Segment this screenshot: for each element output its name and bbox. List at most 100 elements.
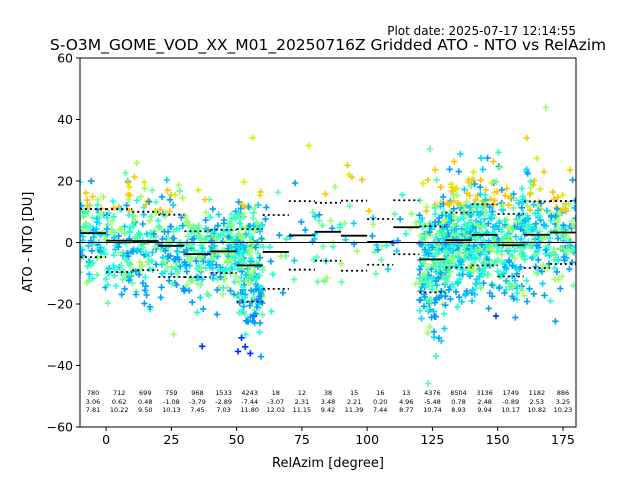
scatter-point: [430, 334, 438, 341]
scatter-point: [258, 235, 265, 242]
scatter-point: [228, 243, 235, 250]
scatter-point: [82, 211, 89, 219]
scatter-point: [338, 278, 345, 286]
scatter-point: [458, 225, 465, 232]
scatter-point: [523, 298, 531, 305]
scatter-point: [84, 263, 91, 270]
scatter-point: [559, 232, 566, 239]
scatter-point: [146, 303, 154, 310]
x-tick-label: 75: [294, 432, 310, 447]
scatter-point: [455, 200, 462, 207]
scatter-point: [125, 253, 132, 260]
scatter-point: [531, 177, 538, 184]
scatter-point: [201, 252, 208, 259]
scatter-point: [236, 292, 243, 299]
scatter-point: [246, 273, 253, 281]
scatter-point: [105, 269, 113, 277]
scatter-point: [239, 248, 246, 255]
bin-mean-label: 4.96: [399, 398, 413, 406]
scatter-point: [247, 313, 254, 321]
x-tick-label: 50: [229, 432, 245, 447]
scatter-point: [365, 207, 373, 215]
scatter-point: [489, 223, 497, 231]
scatter-point: [234, 348, 242, 355]
scatter-point: [551, 264, 558, 272]
scatter-point: [155, 223, 162, 230]
scatter-point: [488, 247, 495, 254]
bin-count-label: 1182: [529, 389, 546, 397]
scatter-point: [554, 235, 562, 242]
scatter-point: [267, 258, 274, 265]
bin-count-label: 4376: [424, 389, 441, 397]
scatter-point: [251, 311, 258, 318]
scatter-point: [120, 238, 127, 245]
scatter-point: [93, 254, 101, 262]
scatter-point: [125, 277, 133, 284]
scatter-point: [428, 276, 435, 283]
bin-count-label: 1749: [502, 389, 519, 397]
scatter-point: [174, 270, 181, 277]
scatter-point: [434, 250, 441, 257]
scatter-point: [513, 219, 520, 226]
scatter-point: [509, 293, 516, 300]
scatter-point: [416, 197, 424, 204]
scatter-point: [471, 180, 478, 188]
x-tick-label: 150: [486, 432, 510, 447]
scatter-point: [552, 212, 559, 220]
scatter-point: [209, 264, 216, 272]
scatter-point: [566, 166, 574, 174]
scatter-point: [438, 337, 445, 345]
scatter-point: [524, 203, 531, 210]
scatter-point: [524, 170, 531, 177]
scatter-point: [535, 269, 542, 277]
scatter-point: [425, 263, 432, 270]
scatter-point: [431, 299, 439, 306]
bin-mean-label: 2.53: [530, 398, 544, 406]
scatter-point: [495, 163, 502, 170]
bin-count-label: 18: [272, 389, 280, 397]
scatter-point: [199, 276, 206, 283]
scatter-point: [291, 276, 298, 283]
scatter-point: [189, 224, 197, 231]
x-tick-label: 125: [420, 432, 444, 447]
scatter-point: [207, 214, 214, 221]
scatter-point: [476, 265, 483, 273]
scatter-point: [138, 262, 146, 269]
scatter-point: [451, 158, 458, 165]
scatter-point: [263, 204, 270, 211]
scatter-point: [211, 230, 218, 237]
scatter-point: [417, 232, 424, 240]
scatter-point: [488, 215, 495, 222]
x-axis-label: RelAzim [degree]: [272, 456, 384, 471]
scatter-point: [179, 222, 186, 229]
scatter-point: [329, 225, 336, 232]
scatter-point: [150, 230, 158, 238]
scatter-point: [239, 201, 246, 208]
scatter-point: [250, 294, 257, 301]
scatter-point: [215, 211, 222, 218]
scatter-point: [166, 208, 173, 215]
scatter-point: [431, 204, 439, 211]
scatter-point: [432, 218, 439, 226]
scatter-point: [465, 226, 472, 234]
scatter-point: [496, 164, 504, 171]
scatter-point: [141, 185, 148, 192]
scatter-point: [170, 331, 177, 338]
scatter-point: [384, 266, 392, 273]
scatter-point: [558, 245, 565, 252]
scatter-point: [505, 201, 512, 209]
scatter-point: [110, 262, 117, 269]
scatter-point: [244, 318, 251, 325]
scatter-point: [184, 233, 192, 240]
scatter-point: [125, 196, 132, 203]
scatter-point: [557, 285, 564, 292]
scatter-point: [393, 247, 401, 255]
scatter-point: [126, 191, 134, 199]
scatter-point: [458, 298, 465, 305]
scatter-point: [535, 213, 543, 220]
scatter-point: [170, 235, 178, 242]
scatter-point: [86, 223, 93, 230]
scatter-point: [253, 303, 261, 311]
scatter-point: [559, 191, 566, 199]
scatter-point: [137, 193, 145, 200]
